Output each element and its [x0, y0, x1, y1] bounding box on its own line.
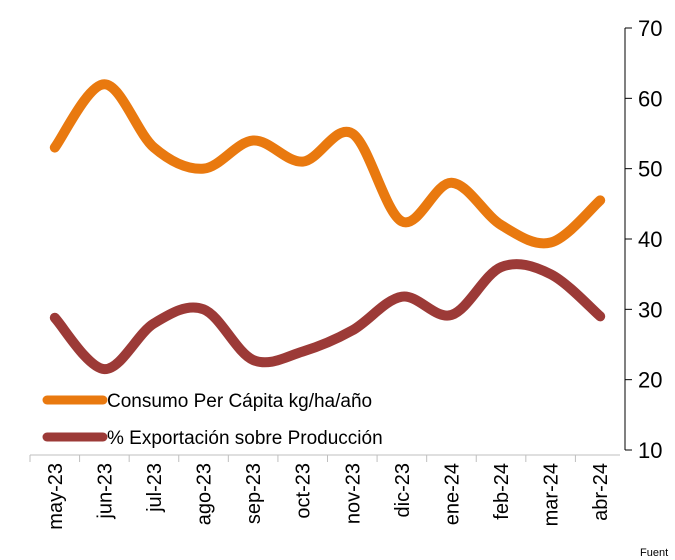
- x-tick-label: mar-24: [541, 463, 563, 526]
- y-tick-label: 70: [638, 16, 662, 41]
- y-tick-label: 10: [638, 438, 662, 463]
- x-tick-label: jul-23: [144, 463, 166, 513]
- series-line: [49, 259, 606, 375]
- x-tick-label: abr-24: [590, 463, 612, 521]
- x-tick-label: oct-23: [293, 463, 315, 519]
- x-tick-label: ago-23: [194, 463, 216, 525]
- x-tick-label: jun-23: [94, 463, 116, 520]
- x-tick-label: may-23: [45, 463, 67, 530]
- legend-label: Consumo Per Cápita kg/ha/año: [107, 391, 372, 412]
- x-tick-label: nov-23: [342, 463, 364, 524]
- y-tick-label: 50: [638, 157, 662, 182]
- legend-label: % Exportación sobre Producción: [107, 428, 383, 449]
- y-tick-label: 30: [638, 297, 662, 322]
- x-tick-label: sep-23: [243, 463, 265, 524]
- y-tick-label: 20: [638, 368, 662, 393]
- x-tick-label: feb-24: [491, 463, 513, 520]
- y-tick-label: 40: [638, 227, 662, 252]
- series-line: [49, 79, 606, 249]
- y-tick-label: 60: [638, 86, 662, 111]
- x-tick-label: dic-23: [392, 463, 414, 517]
- source-note: Fuent: [640, 547, 668, 559]
- x-tick-label: ene-24: [441, 463, 463, 525]
